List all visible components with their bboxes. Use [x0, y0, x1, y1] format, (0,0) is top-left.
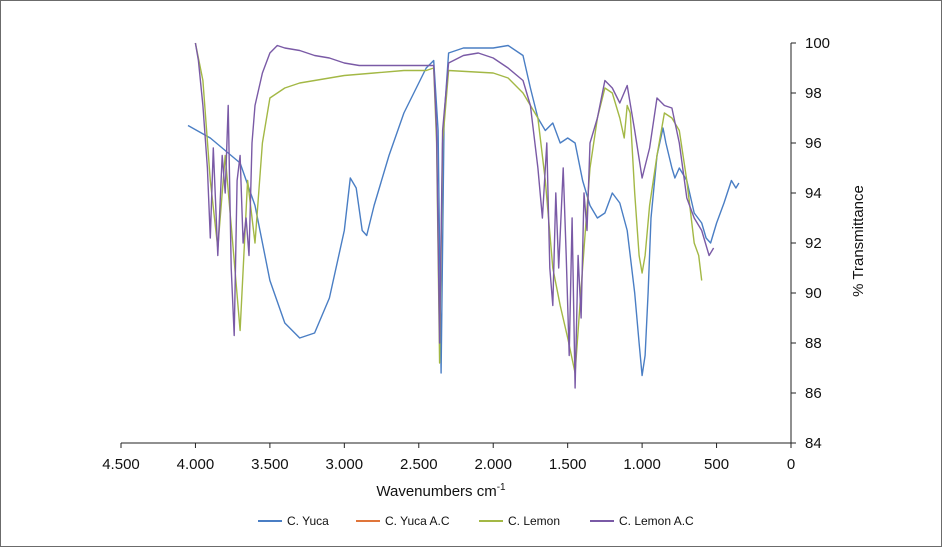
x-tick-label: 3.500: [251, 456, 289, 473]
y-tick-label: 94: [805, 185, 822, 202]
legend-label-c-lemon-ac: C. Lemon A.C: [619, 514, 694, 528]
legend-label-c-lemon: C. Lemon: [508, 514, 560, 528]
y-axis-ticks: 84 86 88 90 92 94 96 98 100: [791, 35, 830, 452]
legend: C. Yuca C. Yuca A.C C. Lemon C. Lemon A.…: [258, 514, 694, 528]
legend-item-c-yuca: C. Yuca: [258, 514, 329, 528]
y-tick-label: 92: [805, 235, 822, 252]
y-tick-label: 86: [805, 385, 822, 402]
x-axis-title-main: Wavenumbers cm: [376, 483, 496, 500]
x-tick-label: 4.500: [102, 456, 140, 473]
series-line-c-lemon-a-c: [194, 42, 715, 389]
y-tick-label: 90: [805, 285, 822, 302]
x-axis-title: Wavenumbers cm-1: [376, 482, 506, 500]
x-tick-label: 1.500: [549, 456, 587, 473]
x-tick-label: 2.000: [474, 456, 512, 473]
x-tick-label: 4.000: [177, 456, 215, 473]
legend-item-c-yuca-ac: C. Yuca A.C: [356, 514, 450, 528]
legend-item-c-lemon: C. Lemon: [479, 514, 560, 528]
x-tick-label: 3.000: [326, 456, 364, 473]
legend-item-c-lemon-ac: C. Lemon A.C: [590, 514, 694, 528]
x-tick-label: 500: [704, 456, 729, 473]
y-axis-title: % Transmittance: [850, 185, 867, 297]
legend-label-c-yuca: C. Yuca: [287, 514, 329, 528]
y-tick-label: 96: [805, 135, 822, 152]
y-tick-label: 98: [805, 85, 822, 102]
plot-lines: [187, 42, 740, 389]
x-axis-title-superscript: -1: [497, 482, 506, 493]
y-tick-label: 100: [805, 35, 830, 52]
legend-label-c-yuca-ac: C. Yuca A.C: [385, 514, 450, 528]
x-tick-label: 2.500: [400, 456, 438, 473]
y-tick-label: 88: [805, 335, 822, 352]
y-tick-label: 84: [805, 435, 822, 452]
series-line-c-lemon: [194, 42, 703, 374]
x-tick-label: 0: [787, 456, 795, 473]
series-line-c-yuca: [187, 44, 740, 377]
x-axis-ticks: 4.500 4.000 3.500 3.000 2.500 2.000 1.500 1.000…: [102, 443, 795, 473]
x-tick-label: 1.000: [623, 456, 661, 473]
